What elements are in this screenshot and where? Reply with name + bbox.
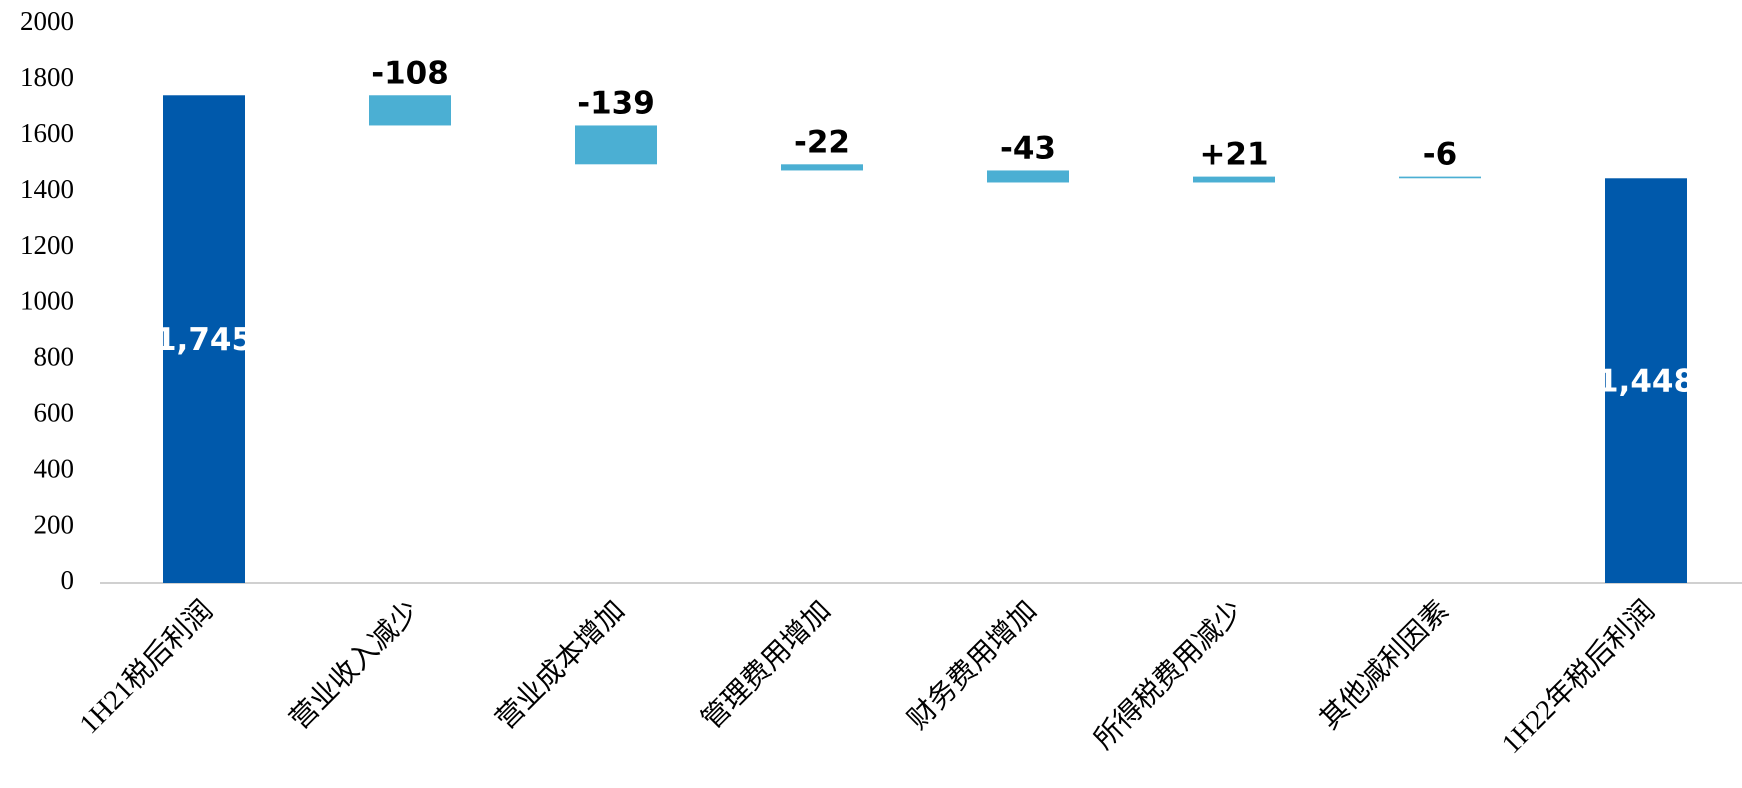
bar (1399, 176, 1481, 179)
x-tick-label: 1H21税后利润 (73, 594, 219, 740)
bar (575, 125, 657, 165)
bar (781, 164, 863, 171)
bar (163, 95, 245, 584)
y-tick-label: 200 (34, 509, 75, 539)
x-tick-label: 财务费用增加 (902, 594, 1043, 735)
x-tick-label: 其他减利因素 (1314, 594, 1455, 735)
x-tick-label: 管理费用增加 (696, 594, 837, 735)
bar (369, 95, 451, 126)
x-tick-label: 营业收入减少 (284, 594, 425, 735)
value-label: -43 (1000, 130, 1056, 166)
y-tick-label: 1200 (20, 230, 74, 260)
y-tick-label: 1800 (20, 62, 74, 92)
y-tick-label: 800 (34, 342, 75, 372)
y-tick-label: 0 (61, 565, 75, 595)
value-label: 1,448 (1597, 364, 1695, 400)
x-tick-label: 营业成本增加 (490, 594, 631, 735)
bar (987, 170, 1069, 183)
value-label: -139 (577, 85, 655, 121)
value-label: +21 (1199, 137, 1268, 173)
y-tick-label: 2000 (20, 6, 74, 36)
value-label: 1,745 (155, 322, 253, 358)
x-tick-label: 所得税费用减少 (1088, 594, 1249, 755)
value-label: -108 (371, 55, 449, 91)
bar (1605, 178, 1687, 583)
value-label: -22 (794, 124, 850, 160)
value-label: -6 (1423, 137, 1457, 173)
y-tick-label: 600 (34, 398, 75, 428)
y-tick-label: 1000 (20, 286, 74, 316)
bar (1193, 176, 1275, 183)
y-tick-label: 1600 (20, 118, 74, 148)
x-tick-label: 1H22年税后利润 (1495, 594, 1661, 760)
y-tick-label: 400 (34, 453, 75, 483)
y-tick-label: 1400 (20, 174, 74, 204)
